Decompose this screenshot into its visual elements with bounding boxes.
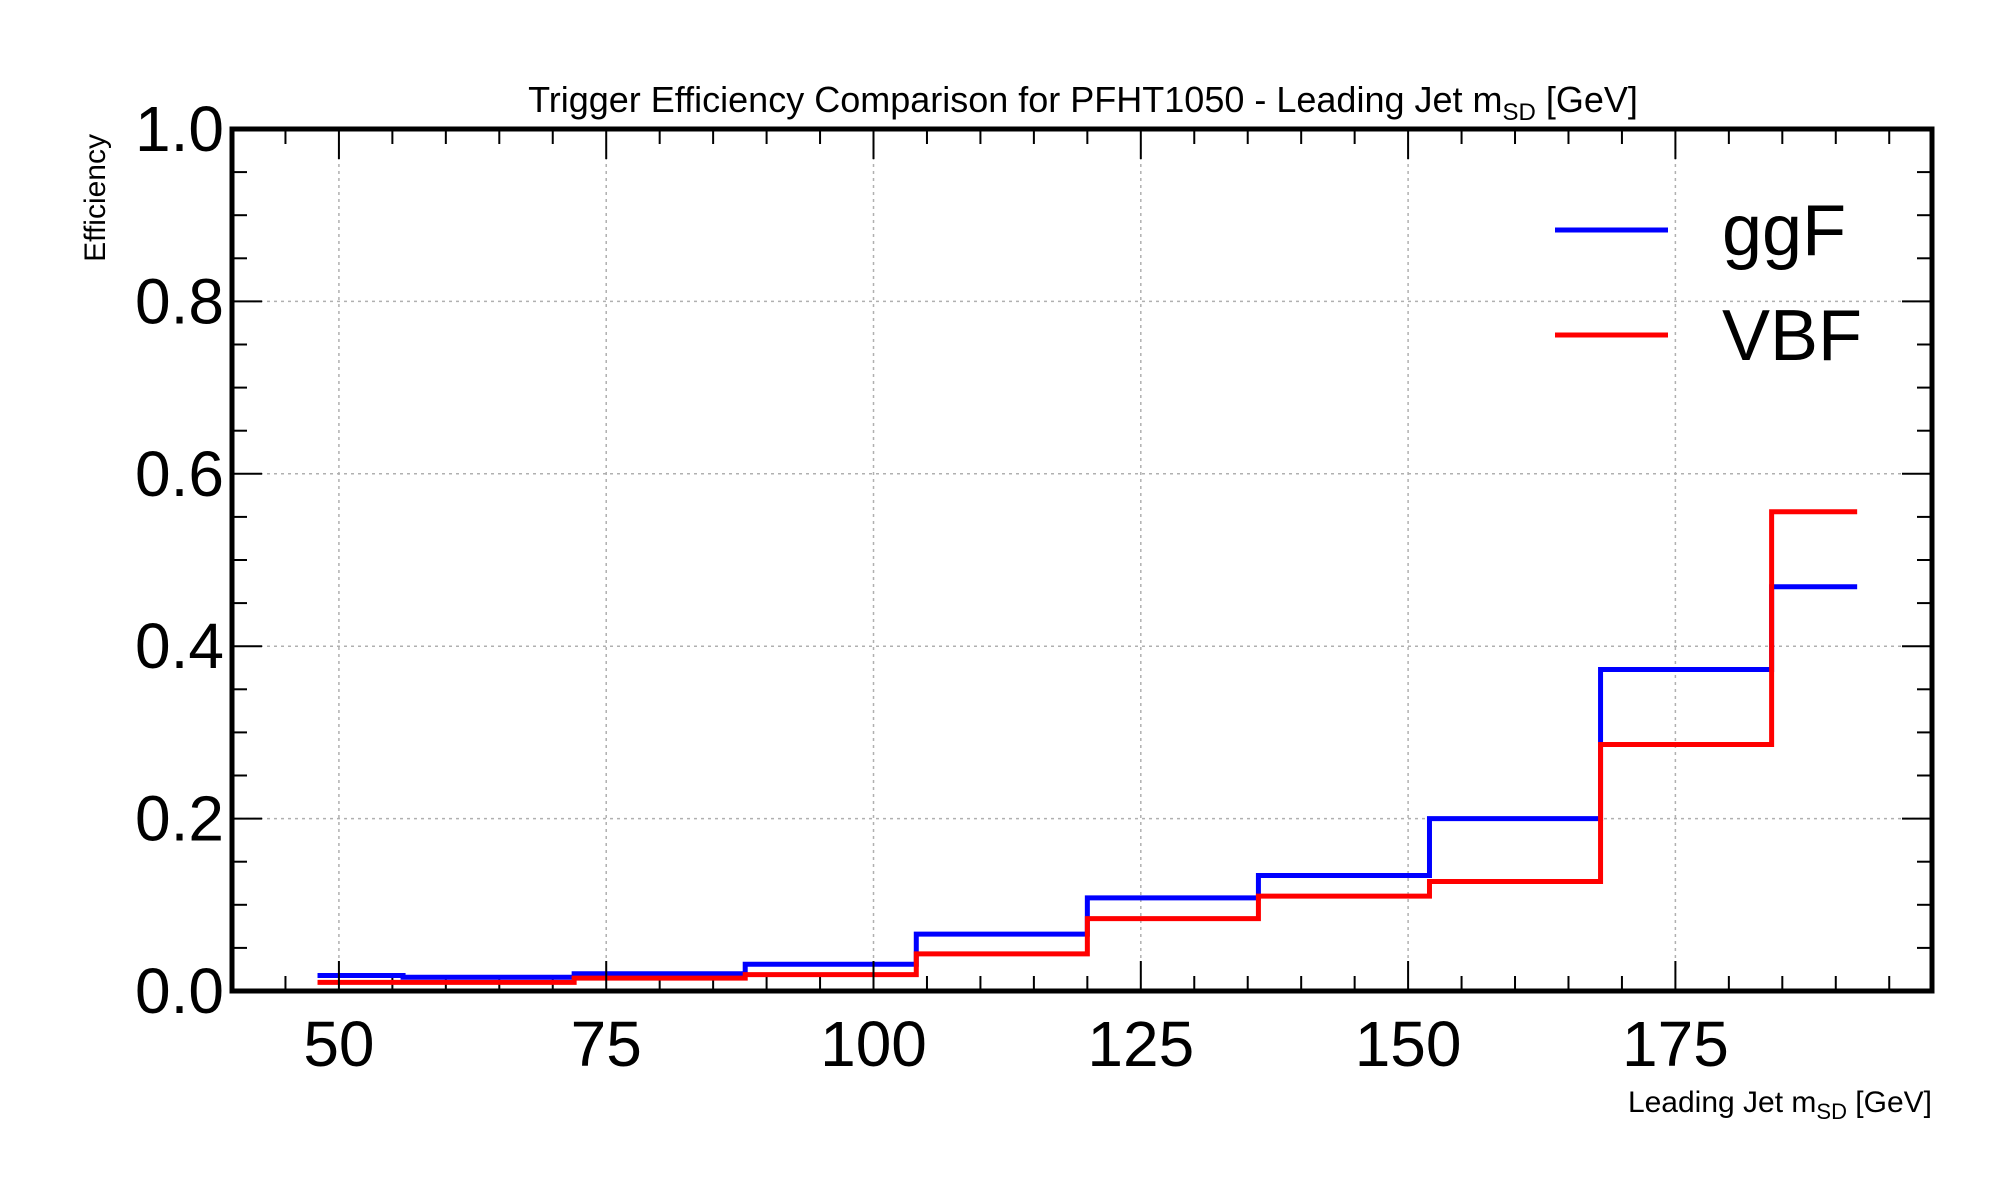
grid [232, 128, 1932, 992]
x-axis-label: Leading Jet mSD [GeV] [1628, 1086, 1932, 1124]
series-vbf-line [317, 509, 1858, 985]
minor-ticks [232, 129, 1932, 991]
y-tick-label: 0.0 [135, 955, 224, 1027]
x-tick-labels: 50 75 100 125 150 175 [303, 1008, 1728, 1080]
y-tick-label: 1.0 [135, 93, 224, 165]
x-tick-label: 150 [1355, 1008, 1462, 1080]
x-tick-label: 125 [1087, 1008, 1194, 1080]
chart-title: Trigger Efficiency Comparison for PFHT10… [528, 79, 1638, 126]
x-tick-label: 50 [303, 1008, 374, 1080]
y-tick-label: 0.2 [135, 783, 224, 855]
legend: ggF VBF [1555, 191, 1862, 376]
y-tick-label: 0.8 [135, 265, 224, 337]
x-tick-label: 175 [1622, 1008, 1729, 1080]
legend-label-ggf: ggF [1722, 191, 1846, 271]
legend-label-vbf: VBF [1722, 296, 1862, 376]
major-ticks [232, 128, 1932, 992]
plot-frame [229, 126, 1935, 994]
y-tick-label: 0.6 [135, 438, 224, 510]
x-tick-label: 100 [820, 1008, 927, 1080]
y-tick-labels: 0.0 0.2 0.4 0.6 0.8 1.0 [135, 93, 224, 1027]
x-tick-label: 75 [571, 1008, 642, 1080]
plot-series [317, 509, 1858, 985]
y-tick-label: 0.4 [135, 610, 224, 682]
y-axis-label: Efficiency [79, 134, 112, 262]
